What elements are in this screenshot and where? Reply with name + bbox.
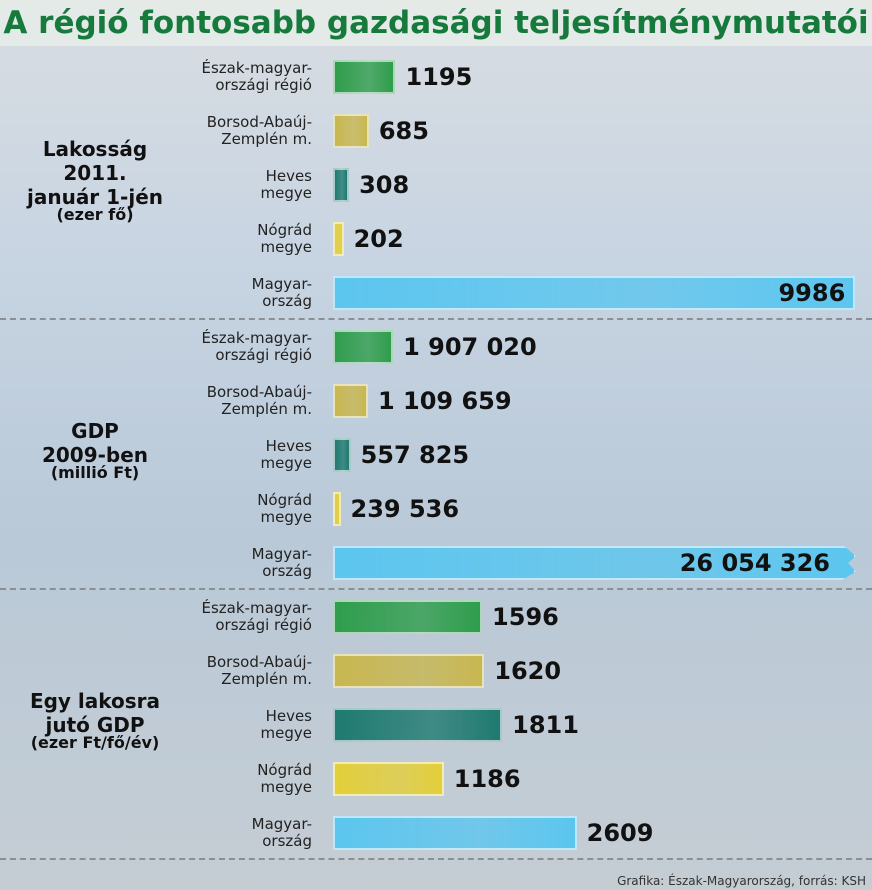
value-label: 1596 (492, 600, 559, 634)
separator (0, 318, 872, 320)
category-label: Nógrád megye (142, 762, 312, 796)
separator (0, 588, 872, 590)
category-label: Heves megye (142, 438, 312, 472)
value-label: 1620 (494, 654, 561, 688)
source: Grafika: Észak-Magyarország, forrás: KSH (617, 874, 866, 888)
category-label: Borsod-Abaúj- Zemplén m. (142, 654, 312, 688)
bar (333, 762, 444, 796)
category-label: Heves megye (142, 708, 312, 742)
bar (333, 708, 502, 742)
value-label: 2609 (587, 816, 654, 850)
value-label: 1186 (454, 762, 521, 796)
value-label: 9986 (778, 276, 845, 310)
bar (333, 168, 349, 202)
bar (333, 600, 482, 634)
category-label: Észak-magyar- országi régió (142, 600, 312, 634)
value-label: 1 907 020 (403, 330, 537, 364)
bar (333, 492, 341, 526)
value-label: 308 (359, 168, 409, 202)
value-label: 26 054 326 (680, 546, 830, 580)
separator (0, 858, 872, 860)
category-label: Heves megye (142, 168, 312, 202)
bar (333, 654, 484, 688)
value-label: 1195 (405, 60, 472, 94)
value-label: 202 (354, 222, 404, 256)
category-label: Nógrád megye (142, 492, 312, 526)
value-label: 557 825 (361, 438, 470, 472)
bar (333, 222, 344, 256)
value-label: 1 109 659 (378, 384, 512, 418)
bar (333, 114, 369, 148)
value-label: 1811 (512, 708, 579, 742)
bar (333, 276, 855, 310)
value-label: 239 536 (351, 492, 460, 526)
category-label: Észak-magyar- országi régió (142, 330, 312, 364)
category-label: Magyar- ország (142, 816, 312, 850)
bar (333, 816, 577, 850)
value-label: 685 (379, 114, 429, 148)
category-label: Magyar- ország (142, 276, 312, 310)
title: A régió fontosabb gazdasági teljesítmény… (0, 0, 872, 46)
category-label: Borsod-Abaúj- Zemplén m. (142, 384, 312, 418)
category-label: Magyar- ország (142, 546, 312, 580)
bar (333, 438, 351, 472)
bar (333, 60, 395, 94)
bar (333, 330, 393, 364)
infographic: A régió fontosabb gazdasági teljesítmény… (0, 0, 872, 890)
category-label: Észak-magyar- országi régió (142, 60, 312, 94)
category-label: Nógrád megye (142, 222, 312, 256)
bar (333, 384, 368, 418)
category-label: Borsod-Abaúj- Zemplén m. (142, 114, 312, 148)
